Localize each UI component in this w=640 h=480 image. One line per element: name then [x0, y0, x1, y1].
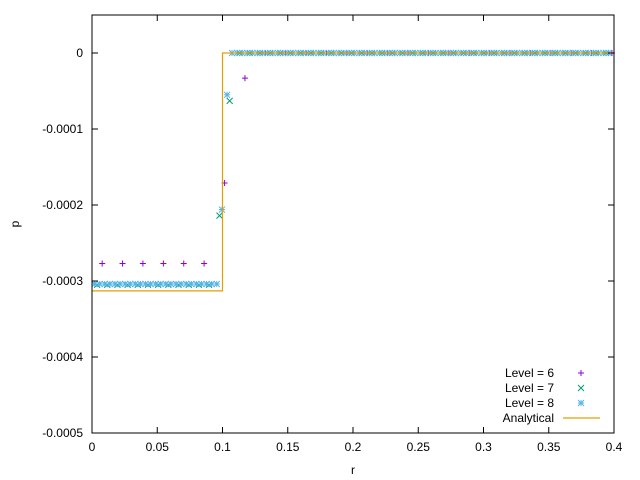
y-axis-label: p — [8, 220, 22, 227]
data-point — [142, 280, 149, 288]
legend-swatch — [577, 399, 585, 407]
legend-label: Level = 6 — [505, 366, 554, 380]
x-tick-label: 0.4 — [606, 440, 623, 454]
y-tick-label: -0.0005 — [42, 426, 83, 440]
data-point — [172, 280, 180, 288]
axis-layer: 0 0.05 0.1 0.15 0.2 0.25 0.3 0.35 0.4 0 -0.0001 -0.… — [42, 15, 623, 454]
data-point — [111, 280, 119, 288]
data-point — [193, 280, 200, 288]
data-point — [101, 280, 109, 288]
data-point — [162, 280, 170, 288]
series-2 — [93, 49, 610, 289]
legend-swatch — [578, 370, 584, 376]
data-point — [99, 260, 106, 267]
data-point — [131, 280, 139, 288]
data-point — [177, 280, 185, 288]
data-point — [121, 280, 129, 288]
analytical-line — [92, 52, 614, 292]
data-point — [91, 280, 98, 288]
data-point — [203, 280, 210, 288]
data-point — [213, 280, 221, 288]
x-tick-label: 0.25 — [407, 440, 431, 454]
series-3 — [91, 49, 613, 288]
y-tick-label: -0.0003 — [42, 274, 83, 288]
data-point — [116, 280, 124, 288]
y-tick-label: 0 — [76, 46, 83, 60]
data-point — [201, 260, 208, 267]
x-tick-label: 0.2 — [345, 440, 362, 454]
data-point — [157, 280, 165, 288]
legend-label: Analytical — [503, 411, 554, 425]
data-point — [139, 260, 146, 267]
data-point — [126, 280, 134, 288]
data-point — [137, 280, 144, 288]
data-point — [160, 260, 167, 267]
data-point — [226, 97, 234, 105]
data-point — [119, 260, 126, 267]
x-tick-label: 0.1 — [214, 440, 231, 454]
x-tick-label: 0.05 — [146, 440, 170, 454]
legend-label: Level = 7 — [505, 381, 554, 395]
y-tick-label: -0.0001 — [42, 122, 83, 136]
plot-data-layer — [91, 49, 615, 292]
data-point — [167, 280, 175, 288]
data-point — [223, 91, 231, 99]
data-point — [182, 280, 190, 288]
x-tick-label: 0 — [89, 440, 96, 454]
data-point — [198, 280, 205, 288]
series-1 — [99, 50, 615, 267]
legend-swatch — [577, 384, 585, 392]
x-tick-label: 0.35 — [537, 440, 561, 454]
series-4 — [92, 52, 614, 292]
legend-label: Level = 8 — [505, 396, 554, 410]
data-point — [216, 212, 223, 219]
data-point — [187, 280, 195, 288]
data-point — [208, 280, 216, 288]
data-point — [96, 280, 104, 288]
data-point — [180, 260, 187, 267]
data-point — [241, 75, 248, 82]
x-tick-label: 0.15 — [276, 440, 300, 454]
y-tick-label: -0.0004 — [42, 350, 83, 364]
x-tick-label: 0.3 — [475, 440, 492, 454]
data-point — [147, 280, 154, 288]
data-point — [152, 280, 160, 288]
x-axis-label: r — [351, 463, 355, 477]
y-tick-label: -0.0002 — [42, 198, 83, 212]
data-point — [106, 280, 114, 288]
